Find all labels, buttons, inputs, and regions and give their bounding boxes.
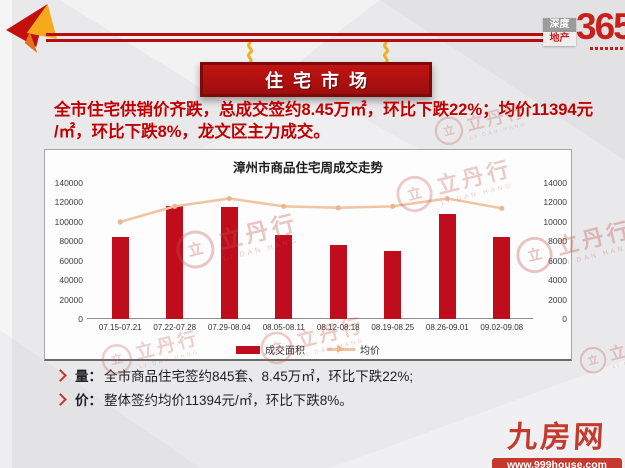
axis-tick-label: 4000 bbox=[548, 275, 567, 286]
line-point-07.15-07.21 bbox=[117, 219, 123, 225]
line-point-07.29-08.04 bbox=[226, 195, 232, 202]
bullet-arrow-icon bbox=[54, 393, 67, 406]
axis-tick-label: 6000 bbox=[548, 255, 567, 266]
logo-word2: 地产 bbox=[543, 32, 576, 46]
axis-tick-label: 8000 bbox=[548, 236, 567, 247]
x-axis-labels: 07.15-07.21 07.22-07.28 07.29-08.04 08.05-0… bbox=[93, 323, 529, 335]
axis-tick-label: 2000 bbox=[548, 294, 567, 305]
bullet-price-text: 整体签约均价11394元/㎡，环比下跌8%。 bbox=[104, 393, 353, 408]
x-axis-label: 07.22-07.28 bbox=[153, 323, 197, 332]
x-axis-label: 07.15-07.21 bbox=[98, 323, 142, 332]
line-point-08.05-08.11 bbox=[281, 203, 287, 209]
bullet-volume: 量： 全市商品住宅签约845套、8.45万㎡，环比下跌22%; bbox=[54, 368, 596, 385]
headline: 全市住宅供销价齐跌，总成交签约8.45万㎡，环比下跌22%；均价11394元 /… bbox=[54, 100, 614, 143]
bar-08.26-09.01 bbox=[438, 213, 456, 319]
x-axis-label: 09.02-09.08 bbox=[480, 323, 524, 332]
axis-tick-label: 40000 bbox=[59, 275, 83, 286]
bar-09.02-09.08 bbox=[493, 236, 511, 319]
paper-plane-arrow-icon bbox=[6, 3, 58, 53]
line-point-09.02-09.08 bbox=[499, 205, 505, 211]
jiufangwang-url: www.999house.com bbox=[492, 458, 622, 468]
axis-tick-label: 120000 bbox=[54, 197, 83, 208]
legend-line-swatch-icon bbox=[327, 345, 355, 353]
background-facet bbox=[0, 0, 12, 468]
bar-series bbox=[93, 183, 529, 319]
legend-line-label: 均价 bbox=[360, 346, 380, 357]
axis-tick-label: 0 bbox=[562, 314, 567, 324]
axis-tick-label: 80000 bbox=[59, 236, 83, 247]
section-banner-title: 住宅市场 bbox=[265, 70, 377, 91]
bullet-arrow-icon bbox=[54, 369, 67, 382]
axis-tick-label: 140000 bbox=[54, 178, 83, 188]
chart-panel: 漳州市商品住宅周成交走势 0 20000 40000 60000 80000 100000… bbox=[44, 149, 572, 361]
headline-line1: 全市住宅供销价齐跌，总成交签约8.45万㎡，环比下跌22%；均价11394元 bbox=[54, 101, 594, 119]
bullet-price-label: 价： bbox=[75, 393, 102, 408]
right-y-axis: 0 2000 4000 6000 8000 10000 12000 14000 bbox=[531, 178, 569, 324]
x-axis-label: 08.26-09.01 bbox=[425, 323, 469, 332]
header-rule bbox=[46, 33, 543, 42]
axis-tick-label: 100000 bbox=[54, 216, 83, 227]
plot-area bbox=[93, 183, 529, 319]
chart-legend: 成交面积 均价 bbox=[45, 342, 571, 357]
section-banner: 住宅市场 bbox=[200, 62, 432, 97]
legend-bar-label: 成交面积 bbox=[265, 346, 305, 357]
bar-07.15-07.21 bbox=[111, 236, 129, 319]
logo-365: 365 bbox=[576, 6, 625, 47]
axis-tick-label: 0 bbox=[78, 314, 83, 324]
legend-bar-swatch-icon bbox=[236, 345, 260, 354]
line-point-08.26-09.01 bbox=[444, 195, 450, 202]
bullet-volume-text: 全市商品住宅签约845套、8.45万㎡，环比下跌22%; bbox=[104, 369, 414, 384]
axis-tick-label: 10000 bbox=[543, 216, 567, 227]
logo-word1: 深度 bbox=[549, 19, 570, 30]
bar-08.05-08.11 bbox=[275, 235, 293, 319]
line-series bbox=[117, 195, 505, 225]
line-point-08.19-08.25 bbox=[390, 203, 396, 209]
logo-tagline-dots bbox=[590, 47, 623, 50]
headline-line2: /㎡，环比下跌8%，龙文区主力成交。 bbox=[54, 122, 330, 141]
summary-bullets: 量： 全市商品住宅签约845套、8.45万㎡，环比下跌22%; 价： 整体签约均… bbox=[54, 368, 596, 416]
bar-07.22-07.28 bbox=[166, 206, 184, 319]
bullet-price: 价： 整体签约均价11394元/㎡，环比下跌8%。 bbox=[54, 392, 596, 409]
x-axis-label: 07.29-08.04 bbox=[207, 323, 251, 332]
x-axis-label: 08.05-08.11 bbox=[262, 323, 305, 332]
shendu-dichan-365-logo: 深度 地产 365 bbox=[543, 6, 625, 54]
bar-07.29-08.04 bbox=[220, 206, 238, 319]
banner-hook-icon bbox=[243, 41, 257, 65]
banner-hook-icon bbox=[379, 41, 393, 65]
logo-gray-box: 深度 地产 bbox=[543, 18, 576, 46]
x-axis-label: 08.19-08.25 bbox=[371, 323, 415, 332]
line-point-08.12-08.18 bbox=[335, 205, 341, 211]
axis-tick-label: 20000 bbox=[59, 294, 83, 305]
line-point-07.22-07.28 bbox=[172, 203, 178, 209]
bullet-volume-label: 量： bbox=[75, 369, 102, 384]
axis-tick-label: 60000 bbox=[59, 255, 83, 266]
legend-item-bar: 成交面积 bbox=[236, 342, 305, 357]
jiufangwang-logo: 九房网 www.999house.com bbox=[492, 412, 622, 468]
bar-08.19-08.25 bbox=[384, 250, 402, 319]
axis-tick-label: 14000 bbox=[543, 178, 567, 188]
chart-title: 漳州市商品住宅周成交走势 bbox=[232, 161, 383, 175]
axis-tick-label: 12000 bbox=[543, 197, 567, 208]
jiufangwang-name: 九房网 bbox=[506, 421, 608, 454]
legend-item-line: 均价 bbox=[327, 342, 380, 357]
bar-08.12-08.18 bbox=[329, 244, 347, 319]
x-axis-label: 08.12-08.18 bbox=[316, 323, 360, 332]
x-axis-line bbox=[87, 318, 533, 319]
left-y-axis: 0 20000 40000 60000 80000 100000 120000 140000 bbox=[45, 178, 85, 324]
